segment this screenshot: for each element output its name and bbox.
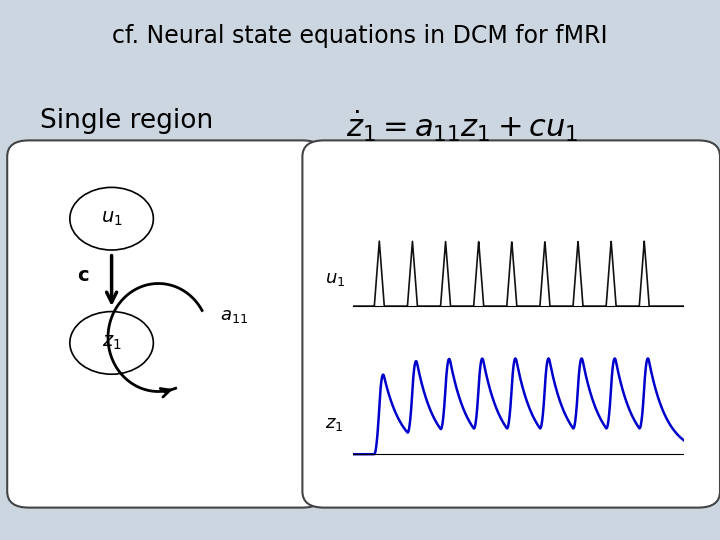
Text: cf. Neural state equations in DCM for fMRI: cf. Neural state equations in DCM for fM… xyxy=(112,24,608,48)
FancyBboxPatch shape xyxy=(302,140,720,508)
FancyBboxPatch shape xyxy=(7,140,324,508)
Text: $z_1$: $z_1$ xyxy=(102,333,122,353)
Text: c: c xyxy=(77,266,89,285)
Circle shape xyxy=(70,312,153,374)
Text: $\dot{z}_1 = a_{11}z_1 + cu_1$: $\dot{z}_1 = a_{11}z_1 + cu_1$ xyxy=(346,108,578,144)
Text: $a_{11}$: $a_{11}$ xyxy=(220,307,248,325)
Text: $z_1$: $z_1$ xyxy=(325,415,344,433)
Text: $u_1$: $u_1$ xyxy=(101,209,122,228)
Text: $u_1$: $u_1$ xyxy=(325,270,346,288)
Circle shape xyxy=(70,187,153,250)
Text: Single region: Single region xyxy=(40,108,213,134)
